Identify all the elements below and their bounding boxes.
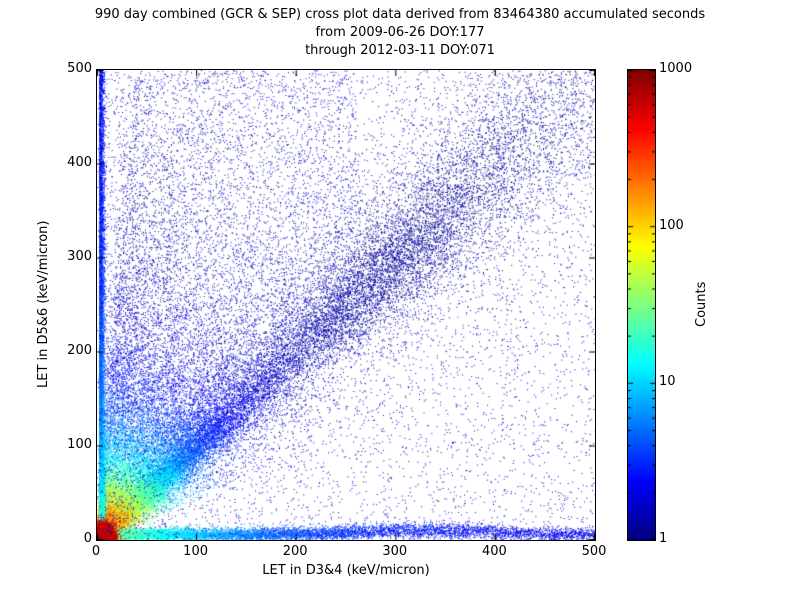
colorbar-tick-label: 10: [659, 374, 676, 390]
plot-area: [96, 69, 596, 541]
colorbar-tick-label: 100: [659, 217, 684, 233]
x-tick-label: 400: [481, 544, 507, 559]
colorbar-tick-label: 1000: [659, 61, 693, 76]
y-tick-label: 0: [83, 531, 92, 546]
y-tick-label: 300: [67, 249, 92, 264]
y-tick-label: 200: [67, 343, 92, 358]
x-tick-label: 100: [183, 544, 208, 559]
x-tick-label: 0: [91, 544, 101, 559]
x-axis-label: LET in D3&4 (keV/micron): [262, 563, 430, 578]
colorbar: [627, 69, 656, 541]
figure-subtitle-from: from 2009-06-26 DOY:177: [315, 25, 485, 40]
x-tick-label: 200: [282, 544, 308, 559]
x-tick-label: 500: [581, 544, 607, 559]
colorbar-tick-label: 1: [659, 531, 668, 546]
y-axis-label: LET in D5&6 (keV/micron): [36, 220, 51, 388]
y-tick-label: 500: [67, 61, 92, 76]
y-tick-label: 100: [67, 437, 92, 452]
colorbar-gradient: [628, 70, 655, 540]
figure-subtitle-through: through 2012-03-11 DOY:071: [305, 43, 495, 58]
scatter-canvas: [97, 70, 595, 540]
figure-title: 990 day combined (GCR & SEP) cross plot …: [94, 7, 706, 22]
x-tick-label: 300: [382, 544, 408, 559]
y-tick-label: 400: [67, 155, 92, 170]
colorbar-label: Counts: [694, 281, 709, 327]
